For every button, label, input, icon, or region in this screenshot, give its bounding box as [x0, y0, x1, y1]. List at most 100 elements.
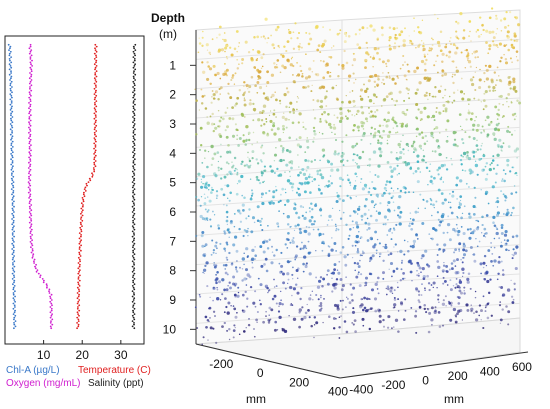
profile-point: [13, 318, 15, 321]
scatter-point: [267, 37, 270, 40]
scatter-point: [278, 138, 282, 142]
scatter-point: [201, 231, 205, 234]
scatter-point: [354, 33, 358, 36]
scatter-point: [404, 191, 407, 194]
scatter-point: [391, 275, 393, 278]
scatter-point: [441, 74, 444, 77]
scatter-point: [315, 24, 319, 29]
scatter-point: [228, 117, 232, 120]
scatter-point: [512, 77, 516, 81]
scatter-point: [360, 97, 364, 101]
scatter-point: [326, 269, 330, 272]
scatter-point: [343, 320, 347, 323]
scatter-point: [398, 45, 401, 48]
scatter-point: [478, 304, 482, 307]
scatter-point: [216, 271, 219, 274]
scatter-point: [461, 261, 464, 264]
profile-point: [31, 249, 34, 252]
profile-point: [10, 77, 12, 80]
profile-point: [13, 200, 15, 203]
scatter-point: [500, 241, 503, 244]
scatter-point: [361, 111, 365, 115]
scatter-point: [256, 81, 260, 84]
scatter-point: [286, 179, 291, 183]
scatter-point: [259, 283, 263, 287]
scatter-point: [373, 243, 377, 246]
scatter-point: [374, 230, 378, 234]
scatter-point: [203, 254, 206, 258]
scatter-point: [371, 56, 375, 61]
scatter-point: [430, 116, 433, 119]
scatter-point: [203, 193, 206, 196]
scatter-point: [199, 204, 202, 207]
scatter-point: [356, 43, 360, 46]
scatter-point: [388, 44, 391, 47]
scatter-point: [283, 159, 285, 162]
scatter-point: [436, 243, 439, 246]
profile-point: [95, 54, 97, 57]
scatter-point: [458, 250, 460, 252]
scatter-point: [257, 162, 259, 165]
scatter-point: [211, 188, 215, 192]
profile-point: [133, 123, 136, 125]
scatter-point: [217, 160, 220, 163]
scatter-point: [416, 26, 420, 29]
scatter-point: [320, 191, 323, 195]
scatter-point: [260, 36, 263, 38]
scatter-point: [248, 208, 251, 211]
grid-line: [341, 273, 521, 285]
scatter-point: [388, 76, 391, 79]
scatter-point: [473, 186, 476, 189]
profile-point: [29, 50, 32, 53]
profile-point: [133, 223, 136, 226]
scatter-point: [392, 227, 395, 230]
scatter-point: [374, 73, 378, 78]
scatter-point: [324, 63, 329, 68]
scatter-point: [306, 146, 310, 149]
scatter-point: [247, 215, 250, 217]
scatter-point: [460, 216, 463, 220]
scatter-point: [450, 157, 453, 160]
profile-point: [79, 226, 82, 229]
profile-point: [29, 207, 31, 210]
scatter-point: [504, 58, 508, 61]
profile-point: [76, 322, 78, 324]
scatter-point: [374, 128, 376, 130]
profile-point: [13, 281, 15, 284]
grid-line: [195, 254, 343, 266]
scatter-point: [467, 272, 471, 276]
scatter-point: [335, 278, 339, 281]
scatter-point: [368, 297, 371, 300]
y-tick-label: -200: [381, 378, 405, 392]
scatter-point: [482, 28, 485, 32]
scatter-point: [388, 130, 392, 134]
profile-point: [133, 323, 135, 326]
scatter-point: [229, 286, 232, 290]
scatter-point: [483, 80, 486, 83]
scatter-point: [417, 207, 420, 209]
profile-point: [133, 172, 135, 175]
scatter-point: [460, 226, 463, 228]
scatter-point: [305, 169, 308, 172]
scatter-point: [454, 286, 457, 289]
scatter-point: [374, 309, 378, 313]
scatter-point: [250, 57, 254, 60]
scatter-point: [290, 37, 293, 40]
scatter-point: [397, 142, 401, 147]
scatter-point: [343, 40, 347, 44]
profile-point: [10, 144, 13, 147]
profile-point: [28, 161, 30, 164]
scatter-point: [481, 125, 484, 128]
scatter-point: [414, 91, 418, 95]
scatter-point: [486, 279, 490, 284]
profile-point: [28, 142, 31, 145]
scatter-point: [341, 246, 345, 249]
scatter-point: [445, 270, 448, 273]
scatter-point: [273, 278, 275, 281]
scatter-point: [389, 261, 394, 266]
scatter-point: [468, 109, 470, 111]
scatter-point: [406, 123, 408, 125]
scatter-point: [484, 90, 488, 94]
scatter-point: [434, 229, 438, 232]
scatter-point: [512, 248, 515, 251]
